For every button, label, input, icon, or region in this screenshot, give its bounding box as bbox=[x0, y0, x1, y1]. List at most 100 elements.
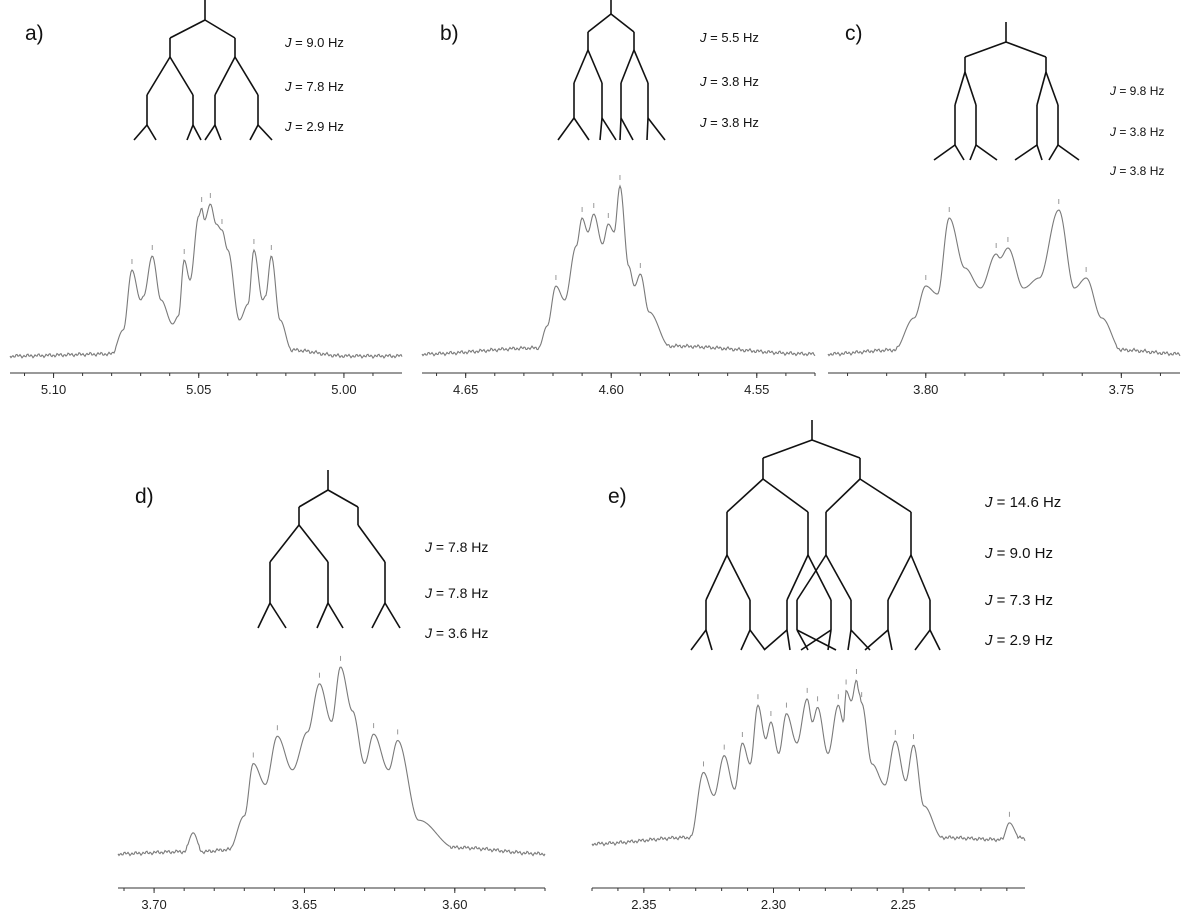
tree-branch bbox=[969, 144, 977, 161]
tree-branch bbox=[214, 56, 236, 96]
x-tick-label: 3.80 bbox=[913, 382, 938, 397]
tree-branch bbox=[1057, 144, 1080, 161]
coupling-constant-label: J = 2.9 Hz bbox=[984, 632, 1053, 649]
tree-branch bbox=[610, 13, 635, 33]
tree-branch bbox=[316, 602, 329, 629]
tree-branch bbox=[587, 13, 612, 33]
x-tick-label: 3.70 bbox=[141, 897, 166, 910]
panel-c: c) J = 9.8 Hz J = 3.8 Hz J = 3.8 Hz 3.80 3.75 bbox=[827, 22, 1181, 397]
coupling-constant-label: J = 3.8 Hz bbox=[699, 115, 759, 130]
tree-branch bbox=[975, 144, 998, 161]
x-tick-label: 5.10 bbox=[41, 382, 66, 397]
panel-label: d) bbox=[135, 485, 154, 508]
tree-branch bbox=[204, 124, 216, 141]
splitting-tree bbox=[133, 0, 273, 141]
coupling-constant-label: J = 5.5 Hz bbox=[699, 30, 759, 45]
coupling-constant-label: J = 7.8 Hz bbox=[424, 585, 488, 601]
tree-branch bbox=[954, 71, 966, 106]
splitting-tree bbox=[690, 420, 941, 651]
tree-branch bbox=[620, 117, 634, 141]
tree-branch bbox=[234, 56, 259, 96]
tree-branch bbox=[762, 478, 809, 513]
coupling-constant-label: J = 3.6 Hz bbox=[424, 625, 488, 641]
tree-branch bbox=[192, 124, 202, 141]
splitting-tree bbox=[257, 470, 401, 629]
coupling-constant-label: J = 3.8 Hz bbox=[1109, 125, 1164, 139]
tree-branch bbox=[214, 124, 222, 141]
tree-branch bbox=[357, 524, 386, 563]
tree-branch bbox=[169, 56, 194, 96]
spectrum-trace bbox=[9, 203, 403, 359]
tree-branch bbox=[690, 629, 707, 651]
tree-branch bbox=[269, 602, 287, 629]
splitting-tree bbox=[557, 0, 666, 141]
tree-branch bbox=[796, 629, 837, 651]
spectrum-trace bbox=[827, 209, 1181, 357]
tree-branch bbox=[269, 524, 300, 563]
tree-branch bbox=[807, 554, 832, 601]
tree-branch bbox=[384, 602, 401, 629]
tree-branch bbox=[726, 478, 764, 513]
tree-branch bbox=[825, 478, 861, 513]
x-tick-label: 2.30 bbox=[761, 897, 786, 910]
tree-branch bbox=[859, 478, 912, 513]
tree-branch bbox=[705, 629, 713, 651]
coupling-constant-label: J = 7.3 Hz bbox=[984, 592, 1053, 609]
tree-branch bbox=[1048, 144, 1059, 161]
spectrum-trace bbox=[421, 184, 816, 357]
x-tick-label: 4.60 bbox=[599, 382, 624, 397]
tree-branch bbox=[850, 629, 871, 651]
tree-branch bbox=[933, 144, 956, 161]
panel-b: b) J = 5.5 Hz J = 3.8 Hz J = 3.8 Hz 4.65 4.60… bbox=[421, 0, 816, 397]
panel-a: a) J = 9.0 Hz J = 7.8 Hz J = 2.9 Hz 5.10 5.05… bbox=[9, 0, 403, 397]
tree-branch bbox=[796, 554, 827, 601]
coupling-constant-label: J = 9.8 Hz bbox=[1109, 84, 1164, 98]
tree-branch bbox=[371, 602, 386, 629]
panel-label: c) bbox=[845, 22, 863, 45]
x-tick-label: 4.55 bbox=[744, 382, 769, 397]
tree-branch bbox=[726, 554, 751, 601]
coupling-constant-label: J = 2.9 Hz bbox=[284, 119, 344, 134]
tree-branch bbox=[257, 124, 273, 141]
tree-branch bbox=[914, 629, 931, 651]
panel-label: a) bbox=[25, 22, 44, 45]
coupling-constant-label: J = 3.8 Hz bbox=[1109, 164, 1164, 178]
x-tick-label: 2.35 bbox=[631, 897, 656, 910]
tree-branch bbox=[811, 439, 861, 459]
panel-e: e) J = 14.6 Hz J = 9.0 Hz J = 7.3 Hz J = 2.9… bbox=[591, 420, 1061, 910]
tree-branch bbox=[786, 554, 809, 601]
tree-branch bbox=[298, 489, 329, 508]
tree-branch bbox=[1005, 41, 1047, 58]
tree-branch bbox=[646, 117, 649, 141]
tree-branch bbox=[847, 629, 852, 651]
tree-branch bbox=[887, 554, 912, 601]
tree-branch bbox=[887, 629, 893, 651]
tree-branch bbox=[762, 439, 813, 459]
coupling-constant-label: J = 3.8 Hz bbox=[699, 74, 759, 89]
tree-branch bbox=[249, 124, 259, 141]
tree-branch bbox=[327, 489, 359, 508]
x-tick-label: 4.65 bbox=[453, 382, 478, 397]
tree-branch bbox=[587, 49, 603, 84]
tree-branch bbox=[620, 49, 635, 84]
tree-branch bbox=[647, 117, 666, 141]
tree-branch bbox=[327, 602, 344, 629]
tree-branch bbox=[964, 71, 977, 106]
x-tick-label: 5.05 bbox=[186, 382, 211, 397]
tree-branch bbox=[786, 629, 791, 651]
tree-branch bbox=[204, 19, 236, 39]
tree-branch bbox=[1036, 71, 1047, 106]
tree-branch bbox=[763, 629, 788, 651]
spectrum-trace bbox=[117, 666, 546, 857]
x-tick-label: 3.65 bbox=[292, 897, 317, 910]
splitting-tree bbox=[933, 22, 1080, 161]
tree-branch bbox=[601, 117, 617, 141]
tree-branch bbox=[257, 602, 271, 629]
tree-branch bbox=[573, 117, 590, 141]
tree-branch bbox=[749, 629, 766, 651]
spectrum-trace bbox=[591, 679, 1026, 847]
panel-label: e) bbox=[608, 485, 627, 508]
tree-branch bbox=[954, 144, 965, 161]
tree-branch bbox=[619, 117, 622, 141]
